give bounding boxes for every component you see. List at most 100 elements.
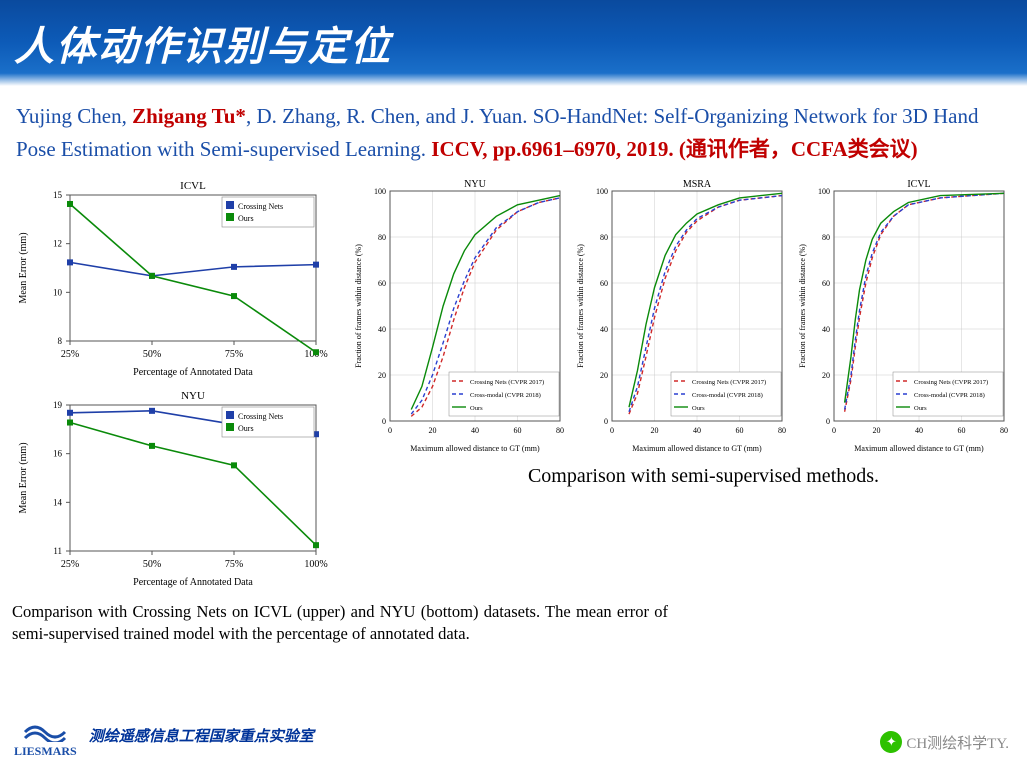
svg-text:60: 60 — [958, 426, 966, 435]
svg-text:60: 60 — [822, 279, 830, 288]
svg-text:40: 40 — [693, 426, 701, 435]
svg-text:Maximum allowed distance to GT: Maximum allowed distance to GT (mm) — [632, 444, 762, 453]
svg-text:0: 0 — [388, 426, 392, 435]
svg-text:75%: 75% — [225, 349, 243, 360]
svg-text:16: 16 — [53, 449, 63, 459]
svg-text:Crossing Nets (CVPR 2017): Crossing Nets (CVPR 2017) — [914, 379, 988, 386]
logo-text: LIESMARS — [14, 744, 77, 759]
svg-text:Mean Error (mm): Mean Error (mm) — [18, 233, 29, 304]
page-title: 人体动作识别与定位 — [14, 14, 392, 72]
citation-authors-pre: Yujing Chen, — [16, 104, 132, 128]
svg-text:0: 0 — [610, 426, 614, 435]
svg-text:25%: 25% — [61, 559, 79, 570]
svg-text:80: 80 — [556, 426, 564, 435]
svg-text:NYU: NYU — [181, 390, 205, 402]
svg-text:20: 20 — [822, 371, 830, 380]
right-column: 0 20 40 60 80 100 0 20 40 60 80 NYU Maximum allowed … — [350, 173, 1017, 593]
svg-text:Cross-modal (CVPR 2018): Cross-modal (CVPR 2018) — [914, 392, 985, 399]
citation-bold-author: Zhigang Tu* — [132, 104, 246, 128]
citation-block: Yujing Chen, Zhigang Tu*, D. Zhang, R. C… — [0, 86, 1027, 173]
svg-text:50%: 50% — [143, 349, 161, 360]
footer: LIESMARS 测绘遥感信息工程国家重点实验室 — [0, 712, 1027, 759]
svg-text:Ours: Ours — [692, 405, 705, 412]
svg-text:0: 0 — [382, 417, 386, 426]
svg-text:0: 0 — [826, 417, 830, 426]
svg-text:60: 60 — [600, 279, 608, 288]
svg-text:19: 19 — [53, 400, 63, 410]
svg-text:Ours: Ours — [238, 214, 254, 223]
svg-text:100: 100 — [818, 187, 830, 196]
svg-text:50%: 50% — [143, 559, 161, 570]
chart-nyu: NYU 25% 50% 75% 100% 11 14 16 19 Percentage of An… — [10, 383, 330, 593]
svg-text:80: 80 — [778, 426, 786, 435]
svg-text:100: 100 — [596, 187, 608, 196]
svg-text:40: 40 — [600, 325, 608, 334]
svg-text:Crossing Nets: Crossing Nets — [238, 412, 283, 421]
svg-text:Cross-modal (CVPR 2018): Cross-modal (CVPR 2018) — [692, 392, 763, 399]
wechat-icon: ✦ — [880, 731, 902, 753]
svg-text:Maximum allowed distance to GT: Maximum allowed distance to GT (mm) — [854, 444, 984, 453]
svg-text:40: 40 — [378, 325, 386, 334]
svg-text:60: 60 — [378, 279, 386, 288]
svg-text:40: 40 — [471, 426, 479, 435]
svg-text:Crossing Nets (CVPR 2017): Crossing Nets (CVPR 2017) — [470, 379, 544, 386]
svg-text:Fraction of frames within dist: Fraction of frames within distance (%) — [576, 244, 585, 368]
svg-text:0: 0 — [604, 417, 608, 426]
svg-text:40: 40 — [822, 325, 830, 334]
svg-text:Percentage of Annotated Data: Percentage of Annotated Data — [133, 367, 253, 378]
svg-text:0: 0 — [832, 426, 836, 435]
svg-text:Mean Error (mm): Mean Error (mm) — [18, 443, 29, 514]
svg-text:20: 20 — [378, 371, 386, 380]
chart-right-msra: 0 20 40 60 80 100 0 20 40 60 80 MSRA Maximum allowed… — [572, 173, 790, 455]
svg-text:14: 14 — [53, 497, 63, 507]
header-banner: 人体动作识别与定位 — [0, 0, 1027, 86]
svg-text:100%: 100% — [304, 559, 327, 570]
svg-text:20: 20 — [429, 426, 437, 435]
svg-text:20: 20 — [600, 371, 608, 380]
left-column: ICVL 25% 50% 75% 100% 8 10 12 15 Percentage of An… — [10, 173, 350, 593]
svg-text:Ours: Ours — [470, 405, 483, 412]
svg-text:MSRA: MSRA — [683, 179, 712, 190]
svg-text:Fraction of frames within dist: Fraction of frames within distance (%) — [354, 244, 363, 368]
svg-text:12: 12 — [53, 239, 62, 249]
svg-text:Fraction of frames within dist: Fraction of frames within distance (%) — [798, 244, 807, 368]
svg-text:15: 15 — [53, 190, 63, 200]
svg-text:40: 40 — [915, 426, 923, 435]
svg-text:8: 8 — [58, 336, 63, 346]
charts-container: ICVL 25% 50% 75% 100% 8 10 12 15 Percentage of An… — [0, 173, 1027, 593]
wechat-text: CH测绘科学TY. — [906, 732, 1009, 753]
footer-lab-name: 测绘遥感信息工程国家重点实验室 — [89, 725, 314, 746]
caption-right: Comparison with semi-supervised methods. — [350, 455, 1017, 488]
svg-text:80: 80 — [822, 233, 830, 242]
svg-text:11: 11 — [53, 546, 62, 556]
svg-text:20: 20 — [873, 426, 881, 435]
svg-text:20: 20 — [651, 426, 659, 435]
right-charts-row: 0 20 40 60 80 100 0 20 40 60 80 NYU Maximum allowed … — [350, 173, 1017, 455]
caption-left: Comparison with Crossing Nets on ICVL (u… — [0, 593, 680, 646]
svg-text:25%: 25% — [61, 349, 79, 360]
svg-text:100: 100 — [374, 187, 386, 196]
svg-text:60: 60 — [514, 426, 522, 435]
svg-text:80: 80 — [600, 233, 608, 242]
wechat-badge: ✦ CH测绘科学TY. — [880, 731, 1009, 753]
svg-text:Percentage of Annotated Data: Percentage of Annotated Data — [133, 577, 253, 588]
chart-icvl: ICVL25%50%75%100%8101215Percentage of An… — [10, 173, 330, 383]
svg-text:10: 10 — [53, 287, 63, 297]
svg-text:ICVL: ICVL — [180, 180, 206, 192]
logo-icon — [21, 712, 69, 742]
logo: LIESMARS — [14, 712, 77, 759]
svg-text:Crossing Nets: Crossing Nets — [238, 202, 283, 211]
svg-text:75%: 75% — [225, 559, 243, 570]
svg-text:Maximum allowed distance to GT: Maximum allowed distance to GT (mm) — [410, 444, 540, 453]
svg-text:Ours: Ours — [238, 424, 254, 433]
svg-text:Ours: Ours — [914, 405, 927, 412]
svg-text:80: 80 — [1000, 426, 1008, 435]
citation-venue: ICCV, pp.6961–6970, 2019. (通讯作者，CCFA类会议) — [431, 137, 917, 161]
svg-text:60: 60 — [736, 426, 744, 435]
svg-text:ICVL: ICVL — [907, 179, 930, 190]
chart-right-icvl: 0 20 40 60 80 100 0 20 40 60 80 ICVL Maximum allowed… — [794, 173, 1012, 455]
chart-right-nyu: 020406080100020406080NYUMaximum allowed … — [350, 173, 568, 455]
citation-authors-post: , D. Zhang, R. Chen, and J. Yuan. — [246, 104, 533, 128]
svg-text:Cross-modal (CVPR 2018): Cross-modal (CVPR 2018) — [470, 392, 541, 399]
svg-text:NYU: NYU — [464, 179, 486, 190]
